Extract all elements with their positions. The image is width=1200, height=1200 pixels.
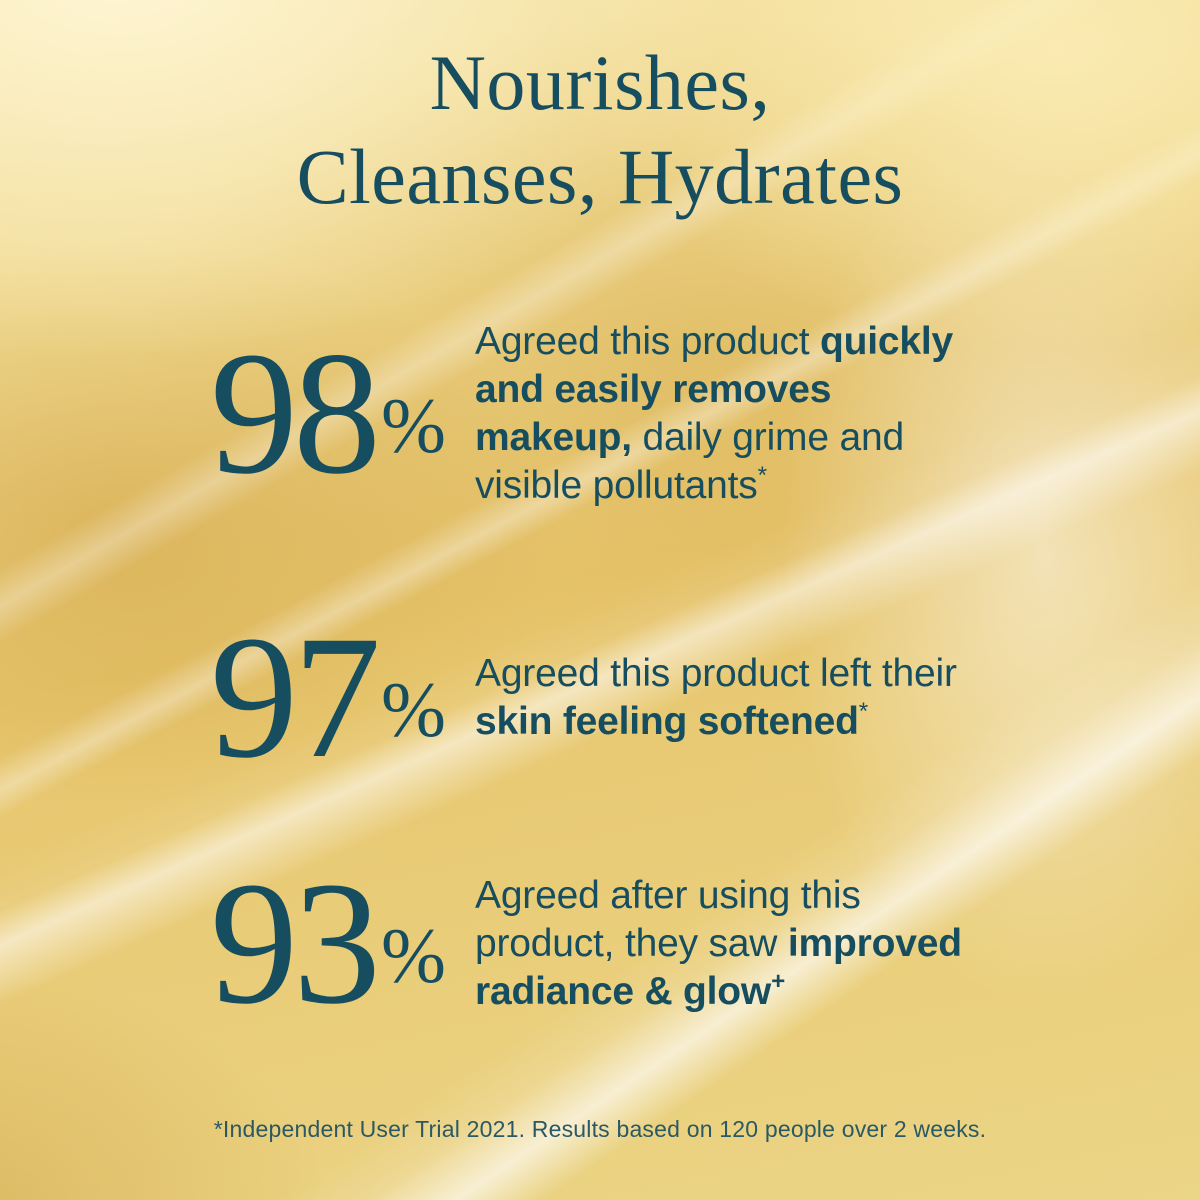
claim-text-bold: makeup, — [475, 416, 632, 459]
stat-number-digits: 93 — [210, 846, 381, 1041]
stat-value-93: 93% — [210, 856, 475, 1032]
percent-sign: % — [381, 382, 446, 469]
stat-number-digits: 97 — [210, 600, 381, 795]
stat-value-98: 98% — [210, 326, 475, 502]
stat-number-digits: 98 — [210, 316, 381, 511]
claim-text: Agreed this product — [475, 320, 821, 363]
stat-row-skin-softened: 97% Agreed this product left their skin f… — [210, 610, 1080, 786]
stat-row-makeup-removal: 98% Agreed this product quickly and easil… — [210, 318, 1080, 510]
claim-text: daily grime and — [631, 416, 904, 459]
claim-text: Agreed after using this — [475, 874, 861, 917]
stat-description: Agreed this product left their skin feeli… — [475, 650, 957, 746]
claim-text: visible pollutants — [475, 464, 758, 507]
stat-row-radiance-glow: 93% Agreed after using this product, they… — [210, 856, 1080, 1032]
page-title: Nourishes, Cleanses, Hydrates — [0, 36, 1200, 224]
claim-text-bold: quickly — [820, 320, 954, 363]
title-line-2: Cleanses, Hydrates — [296, 133, 904, 220]
stat-description: Agreed after using this product, they saw… — [475, 872, 962, 1016]
footnote: *Independent User Trial 2021. Results ba… — [213, 1116, 987, 1142]
claim-text-bold: skin feeling softened — [475, 700, 859, 743]
claim-text-bold: radiance & glow — [475, 970, 772, 1013]
stat-description: Agreed this product quickly and easily re… — [475, 318, 953, 510]
percent-sign: % — [381, 912, 446, 999]
stat-value-97: 97% — [210, 610, 475, 786]
claim-text-bold: improved — [787, 922, 962, 965]
footnote-marker: * — [757, 461, 767, 489]
title-line-1: Nourishes, — [429, 39, 771, 126]
percent-sign: % — [381, 666, 446, 753]
claim-text: Agreed this product left their — [475, 652, 957, 695]
claim-text: product, they saw — [475, 922, 788, 965]
footnote-marker: + — [771, 967, 785, 995]
footnote-marker: * — [858, 697, 868, 725]
claim-text-bold: and easily removes — [475, 368, 832, 411]
